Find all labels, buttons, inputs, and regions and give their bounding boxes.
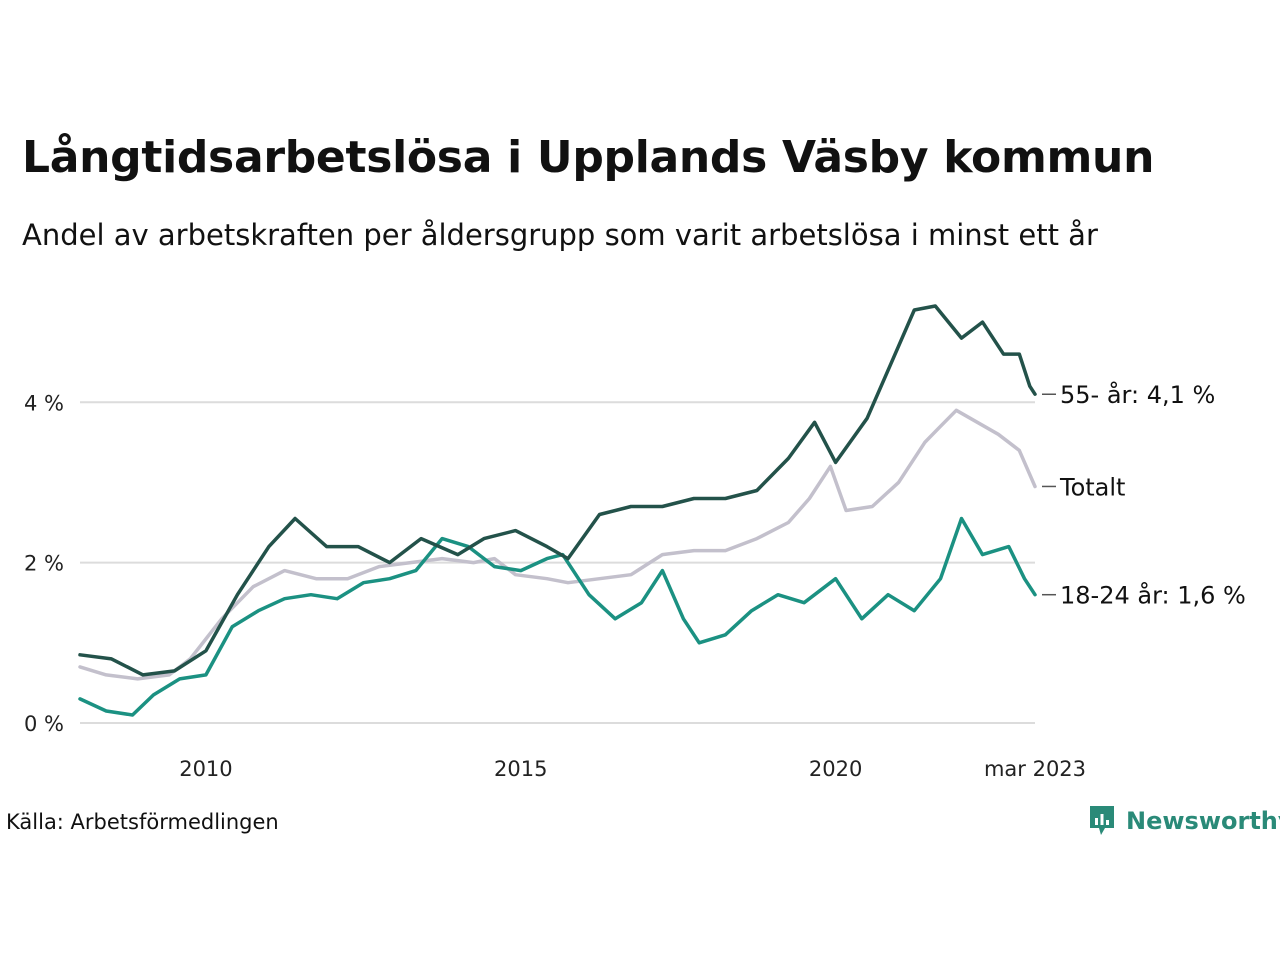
- series-lines: [78, 304, 1037, 717]
- series-end-label: 18-24 år: 1,6 %: [1060, 581, 1246, 610]
- series-end-label: 55- år: 4,1 %: [1060, 380, 1215, 409]
- series-end-label: Totalt: [1059, 473, 1125, 501]
- y-tick-label: 4 %: [24, 391, 64, 415]
- line-chart: 0 % 2 % 4 % 2010 2015 2020 mar 2023 Totalt 18-…: [24, 304, 1246, 781]
- y-axis-ticks: 0 % 2 % 4 %: [24, 391, 64, 736]
- chart-title: Långtidsarbetslösa i Upplands Väsby komm…: [22, 132, 1155, 183]
- source-note: Källa: Arbetsförmedlingen: [6, 810, 279, 834]
- newsworthy-logo-icon: [1090, 806, 1114, 835]
- gridlines: [80, 401, 1035, 724]
- series-line: [78, 516, 1037, 717]
- x-tick-label: mar 2023: [984, 757, 1086, 781]
- x-tick-label: 2015: [494, 757, 547, 781]
- brand-logo[interactable]: Newsworthy: [1088, 804, 1280, 838]
- series-line: [78, 408, 1037, 681]
- y-tick-label: 2 %: [24, 552, 64, 576]
- x-tick-label: 2020: [809, 757, 862, 781]
- series-line: [78, 304, 1037, 677]
- x-tick-label: 2010: [179, 757, 232, 781]
- y-tick-label: 0 %: [24, 712, 64, 736]
- brand-name: Newsworthy: [1126, 807, 1280, 835]
- chart-subtitle: Andel av arbetskraften per åldersgrupp s…: [22, 218, 1098, 252]
- series-end-labels: Totalt 18-24 år: 1,6 % 55- år: 4,1 %: [1042, 380, 1246, 610]
- x-axis-ticks: 2010 2015 2020 mar 2023: [179, 757, 1086, 781]
